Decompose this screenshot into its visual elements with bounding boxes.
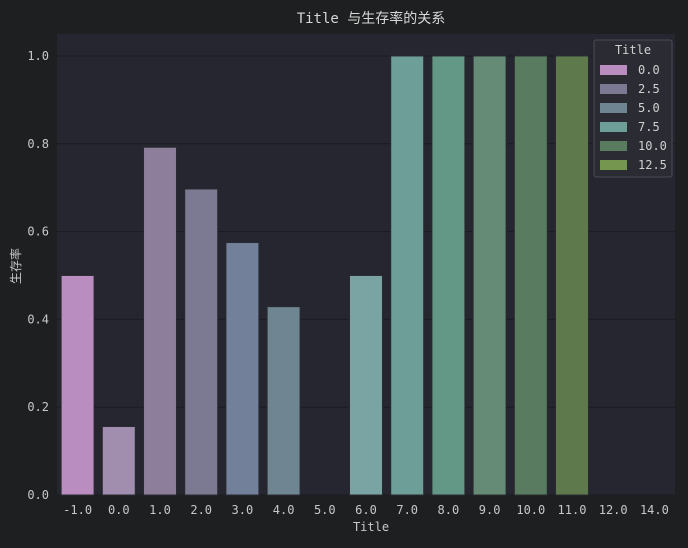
x-axis-ticks: -1.0 0.0 1.0 2.0 3.0 4.0 5.0 6.0 7.0 8.0 9.0 10.0 11… bbox=[63, 503, 669, 517]
legend-items: 0.0 2.5 5.0 7.5 10.0 12.5 bbox=[600, 63, 667, 172]
legend-swatch bbox=[600, 103, 627, 113]
bar bbox=[60, 274, 95, 496]
x-tick-label: 7.0 bbox=[396, 503, 418, 517]
bar bbox=[555, 55, 589, 496]
x-tick-label: 9.0 bbox=[479, 503, 501, 517]
legend-label: 12.5 bbox=[638, 158, 667, 172]
bar bbox=[513, 55, 548, 496]
legend-swatch bbox=[600, 84, 627, 94]
x-tick-label: 14.0 bbox=[640, 503, 669, 517]
bar bbox=[472, 55, 507, 496]
bar bbox=[349, 274, 383, 496]
y-tick-label: 0.8 bbox=[27, 137, 49, 151]
bar bbox=[184, 188, 219, 496]
y-tick-label: 0.0 bbox=[27, 488, 49, 502]
bar bbox=[143, 146, 177, 496]
x-tick-label: 8.0 bbox=[438, 503, 460, 517]
x-tick-label: 3.0 bbox=[232, 503, 254, 517]
legend-swatch bbox=[600, 160, 627, 170]
bar bbox=[266, 306, 301, 496]
legend-label: 5.0 bbox=[638, 101, 660, 115]
x-tick-label: 6.0 bbox=[355, 503, 377, 517]
y-tick-label: 1.0 bbox=[27, 49, 49, 63]
legend-swatch bbox=[600, 65, 627, 75]
legend: Title 0.0 2.5 5.0 7.5 10.0 12.5 bbox=[593, 39, 673, 178]
chart-title: Title 与生存率的关系 bbox=[297, 10, 446, 27]
legend-label: 10.0 bbox=[638, 139, 667, 153]
legend-swatch bbox=[600, 122, 627, 132]
y-tick-label: 0.6 bbox=[27, 225, 49, 239]
x-tick-label: 12.0 bbox=[599, 503, 628, 517]
x-tick-label: 0.0 bbox=[108, 503, 130, 517]
x-tick-label: -1.0 bbox=[63, 503, 92, 517]
bar bbox=[101, 426, 136, 496]
bar bbox=[431, 55, 466, 496]
bar bbox=[225, 242, 260, 496]
x-tick-label: 1.0 bbox=[149, 503, 171, 517]
x-tick-label: 2.0 bbox=[190, 503, 212, 517]
legend-title: Title bbox=[615, 43, 651, 57]
bars bbox=[60, 55, 589, 496]
y-tick-label: 0.4 bbox=[27, 312, 49, 326]
x-tick-label: 10.0 bbox=[516, 503, 545, 517]
x-axis-label: Title bbox=[353, 520, 389, 534]
legend-label: 7.5 bbox=[638, 120, 660, 134]
bar bbox=[390, 55, 425, 496]
x-tick-label: 11.0 bbox=[558, 503, 587, 517]
y-axis-ticks: 0.0 0.2 0.4 0.6 0.8 1.0 bbox=[27, 49, 49, 502]
y-axis-label: 生存率 bbox=[8, 248, 23, 284]
legend-swatch bbox=[600, 141, 627, 151]
x-tick-label: 5.0 bbox=[314, 503, 336, 517]
y-tick-label: 0.2 bbox=[27, 400, 49, 414]
legend-label: 0.0 bbox=[638, 63, 660, 77]
legend-label: 2.5 bbox=[638, 82, 660, 96]
x-tick-label: 4.0 bbox=[273, 503, 295, 517]
